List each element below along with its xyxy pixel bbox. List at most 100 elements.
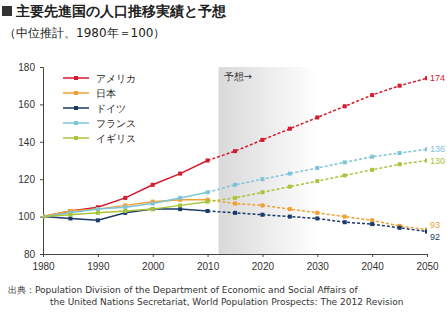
- data-label: 93: [430, 220, 440, 230]
- x-tick-mark: [153, 254, 154, 257]
- title-icon: [2, 6, 12, 16]
- data-label: 174: [430, 73, 445, 83]
- data-label: 136: [430, 144, 445, 154]
- marker: [260, 138, 264, 142]
- marker: [288, 172, 292, 176]
- x-tick-mark: [427, 254, 428, 257]
- marker: [233, 183, 237, 187]
- forecast-line: [208, 161, 427, 202]
- forecast-line: [208, 200, 427, 230]
- x-tick-mark: [262, 254, 263, 257]
- marker: [315, 115, 319, 119]
- forecast-line: [208, 78, 427, 160]
- data-label: 130: [430, 156, 445, 166]
- x-axis-line: [44, 255, 428, 258]
- marker: [288, 185, 292, 189]
- marker: [260, 203, 264, 207]
- annotation: 予想→: [224, 71, 252, 82]
- marker: [151, 207, 155, 211]
- x-tick: 2020: [252, 254, 275, 272]
- marker: [370, 93, 374, 97]
- marker: [206, 159, 210, 163]
- marker: [178, 196, 182, 200]
- y-tick-mark: [40, 67, 43, 68]
- marker: [96, 218, 100, 222]
- x-tick-label: 1980: [32, 261, 55, 272]
- marker: [43, 215, 45, 219]
- x-tick-label: 2030: [307, 261, 330, 272]
- y-axis-line: [40, 68, 44, 255]
- x-tick: 2050: [416, 254, 439, 272]
- marker: [288, 127, 292, 131]
- line: [43, 161, 208, 217]
- marker: [288, 207, 292, 211]
- plot-area: [43, 76, 427, 233]
- x-tick-label: 1990: [87, 261, 110, 272]
- y-tick: 180: [18, 62, 43, 73]
- legend-item: イギリス: [63, 133, 136, 144]
- marker: [151, 183, 155, 187]
- marker: [123, 205, 127, 209]
- line: [43, 192, 208, 216]
- x-tick: 2040: [362, 254, 385, 272]
- legend-marker: [74, 91, 78, 95]
- marker: [370, 218, 374, 222]
- marker: [398, 151, 402, 155]
- marker: [315, 216, 319, 220]
- marker: [315, 166, 319, 170]
- forecast-line: [208, 211, 427, 232]
- line: [43, 200, 208, 217]
- x-tick-mark: [317, 254, 318, 257]
- title: 主要先進国の人口推移実績と予想: [15, 3, 227, 19]
- legend: アメリカ日本ドイツフランスイギリス: [63, 73, 136, 144]
- marker: [343, 173, 347, 177]
- marker: [96, 207, 100, 211]
- marker: [178, 203, 182, 207]
- marker: [343, 215, 347, 219]
- x-tick: 2030: [307, 254, 330, 272]
- y-tick-label: 140: [18, 137, 35, 148]
- line: [43, 202, 208, 217]
- legend-label: 日本: [96, 88, 116, 99]
- legend-item: フランス: [63, 118, 136, 129]
- legend-label: イギリス: [96, 133, 136, 144]
- forecast-line: [208, 149, 427, 192]
- marker: [151, 202, 155, 206]
- marker: [233, 202, 237, 206]
- y-axis: 80100120140160180: [18, 62, 43, 260]
- forecast-region: [219, 67, 318, 254]
- marker: [425, 76, 427, 80]
- y-tick-label: 120: [18, 174, 35, 185]
- legend-item: ドイツ: [63, 103, 126, 114]
- data-label: 92: [430, 232, 440, 242]
- y-tick: 80: [24, 249, 43, 260]
- marker: [343, 220, 347, 224]
- marker: [68, 213, 72, 217]
- y-tick-label: 180: [18, 62, 35, 73]
- legend-marker: [74, 136, 78, 140]
- marker: [43, 215, 45, 219]
- x-tick-label: 2040: [362, 261, 385, 272]
- marker: [96, 207, 100, 211]
- marker: [96, 211, 100, 215]
- legend-label: フランス: [96, 118, 136, 129]
- x-tick-label: 2000: [142, 261, 165, 272]
- marker: [370, 222, 374, 226]
- marker: [123, 209, 127, 213]
- legend-marker: [74, 106, 78, 110]
- x-tick: 2010: [197, 254, 220, 272]
- series: [43, 198, 427, 232]
- x-axis: 1980 1990 2000 2010 2020 2030 2040 2050: [32, 254, 439, 272]
- marker: [43, 215, 45, 219]
- marker: [233, 149, 237, 153]
- marker: [233, 196, 237, 200]
- marker: [343, 104, 347, 108]
- x-tick-label: 2020: [252, 261, 275, 272]
- x-tick: 2000: [142, 254, 165, 272]
- y-tick: 140: [18, 137, 43, 148]
- marker: [425, 159, 427, 163]
- marker: [315, 179, 319, 183]
- legend-marker: [74, 121, 78, 125]
- y-tick-mark: [40, 142, 43, 143]
- marker: [343, 160, 347, 164]
